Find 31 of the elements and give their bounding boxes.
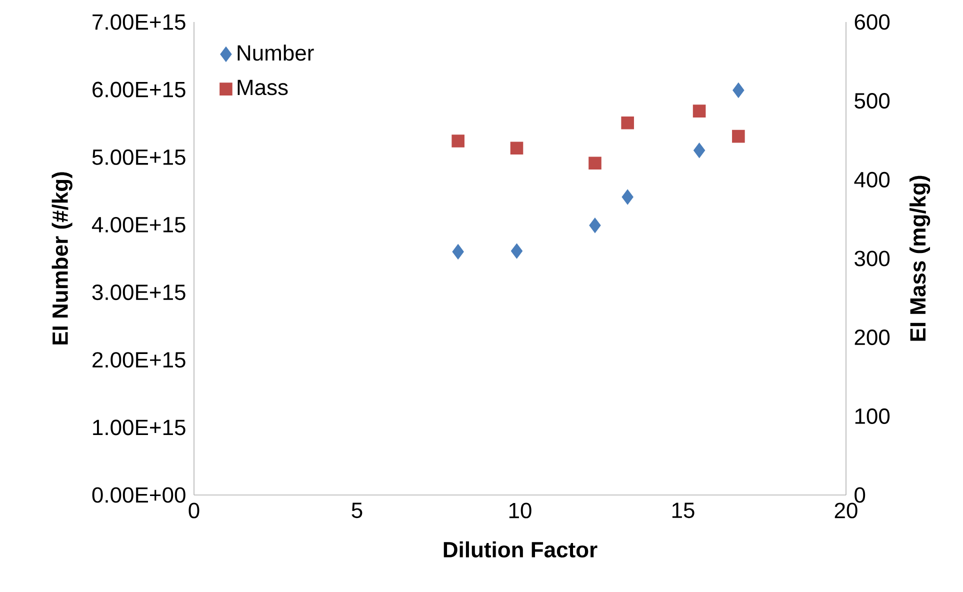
- y2-tick-label: 100: [855, 408, 890, 424]
- point: [732, 130, 745, 143]
- point: [588, 156, 602, 170]
- legend-label: Mass: [238, 80, 288, 96]
- y-tick-label: 2.00E+15: [92, 352, 186, 368]
- x-tick-label: 5: [352, 502, 362, 518]
- y2-tick-label: 400: [854, 172, 890, 188]
- y-axis-title: EI Number (#/kg): [52, 172, 72, 344]
- legend-label: Number: [238, 44, 314, 61]
- y-tick-label: 3.00E+15: [92, 284, 186, 300]
- point: [510, 142, 524, 155]
- x-axis-title: Dilution Factor: [444, 541, 598, 558]
- x-tick-label: 0: [188, 502, 200, 518]
- point: [621, 116, 634, 130]
- y2-tick-label: 200: [854, 330, 890, 346]
- y2-tick-label: 0: [854, 487, 866, 503]
- point: [692, 104, 706, 118]
- y-tick-label: 7.00E+15: [92, 14, 186, 30]
- y-tick-label: 6.00E+15: [92, 82, 186, 98]
- x-tick-label: 20: [834, 502, 858, 518]
- y2-tick-label: 500: [854, 93, 890, 109]
- y2-tick-label: 300: [854, 250, 890, 266]
- point: [452, 134, 464, 148]
- y2-tick-label: 600: [854, 14, 890, 30]
- y-tick-label: 0.00E+00: [92, 487, 186, 503]
- x-tick-label: 15: [672, 502, 694, 518]
- y2-axis-title: EI Mass (mg/kg): [910, 176, 930, 341]
- y-tick-label: 4.00E+15: [92, 216, 186, 233]
- x-tick-label: 10: [509, 502, 532, 518]
- y-tick-label: 1.00E+15: [93, 420, 186, 436]
- y-tick-label: 5.00E+15: [92, 149, 186, 165]
